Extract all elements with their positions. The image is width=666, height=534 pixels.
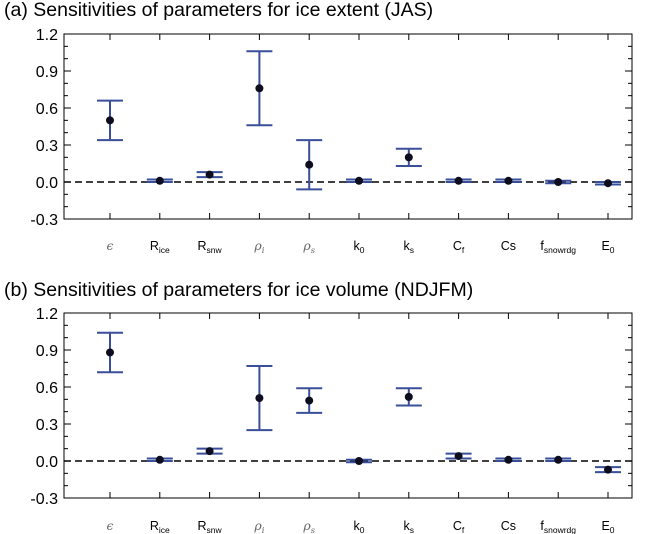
data-point [604, 179, 612, 188]
data-point [106, 348, 114, 357]
x-category-label: Rsnw [198, 519, 223, 534]
data-point [404, 153, 413, 162]
y-tick-label: 0.0 [36, 175, 58, 192]
x-category-label: E0 [601, 519, 614, 534]
data-point [454, 176, 463, 185]
x-category-label: ρi [253, 238, 264, 256]
data-point [305, 396, 314, 405]
data-point [404, 392, 413, 401]
data-point [554, 178, 563, 186]
y-tick-label: 0.0 [36, 454, 58, 471]
x-category-label: k0 [354, 239, 365, 255]
data-point [255, 394, 264, 403]
y-tick-label: 1.2 [36, 306, 58, 323]
chart-b-frame [63, 312, 633, 499]
x-category-label: Cf [453, 239, 465, 255]
x-category-label: Cs [501, 239, 516, 253]
y-tick-label: 1.2 [36, 27, 58, 44]
y-tick-label: 0.3 [36, 138, 58, 155]
x-category-label: ϵ [106, 238, 113, 253]
x-category-label: Cf [453, 519, 465, 534]
data-point [355, 176, 363, 185]
x-category-label: ρi [253, 518, 264, 534]
x-category-label: E0 [601, 239, 614, 255]
chart-a-panel: -0.3 0.0 0.3 0.6 0.9 1.2 ϵ Rice Rsnw ρi ρs k0 ks Cf Cs… [30, 27, 633, 256]
chart-a-frame [63, 33, 633, 220]
x-category-label: Rice [150, 519, 170, 534]
data-point [504, 455, 513, 464]
y-tick-label: 0.3 [36, 417, 58, 434]
x-category-label: Cs [501, 519, 516, 533]
y-tick-label: -0.3 [30, 491, 58, 508]
x-category-label: Rsnw [198, 239, 223, 255]
y-tick-label: 0.6 [36, 101, 58, 118]
x-category-label: fsnowrdg [540, 239, 576, 255]
data-point [155, 176, 164, 185]
data-point [454, 452, 463, 461]
data-point [155, 455, 164, 464]
y-tick-label: -0.3 [30, 212, 58, 229]
x-category-label: Rice [150, 239, 170, 255]
data-point [255, 84, 264, 93]
y-tick-label: 0.9 [36, 64, 58, 81]
chart-b-title: (b) Sensitivities of parameters for ice … [4, 279, 474, 301]
x-category-label: k0 [354, 519, 365, 534]
data-point [604, 465, 612, 474]
x-category-label: ρs [302, 518, 315, 534]
chart-b-panel: -0.3 0.0 0.3 0.6 0.9 1.2 ϵ Rice Rsnw ρi ρs k0 ks Cf Cs… [30, 306, 633, 534]
data-point [205, 447, 214, 456]
y-tick-label: 0.9 [36, 343, 58, 360]
data-point [205, 170, 214, 179]
y-tick-label: 0.6 [36, 380, 58, 397]
data-point [504, 176, 513, 185]
data-point [355, 457, 363, 465]
data-point [305, 160, 314, 169]
chart-a-title: (a) Sensitivities of parameters for ice … [4, 0, 434, 21]
x-category-label: fsnowrdg [540, 519, 576, 534]
data-point [106, 116, 114, 125]
x-category-label: ρs [302, 238, 315, 256]
x-category-label: ks [404, 239, 415, 255]
x-category-label: ks [404, 519, 415, 534]
x-category-label: ϵ [106, 518, 113, 533]
data-point [554, 455, 563, 464]
